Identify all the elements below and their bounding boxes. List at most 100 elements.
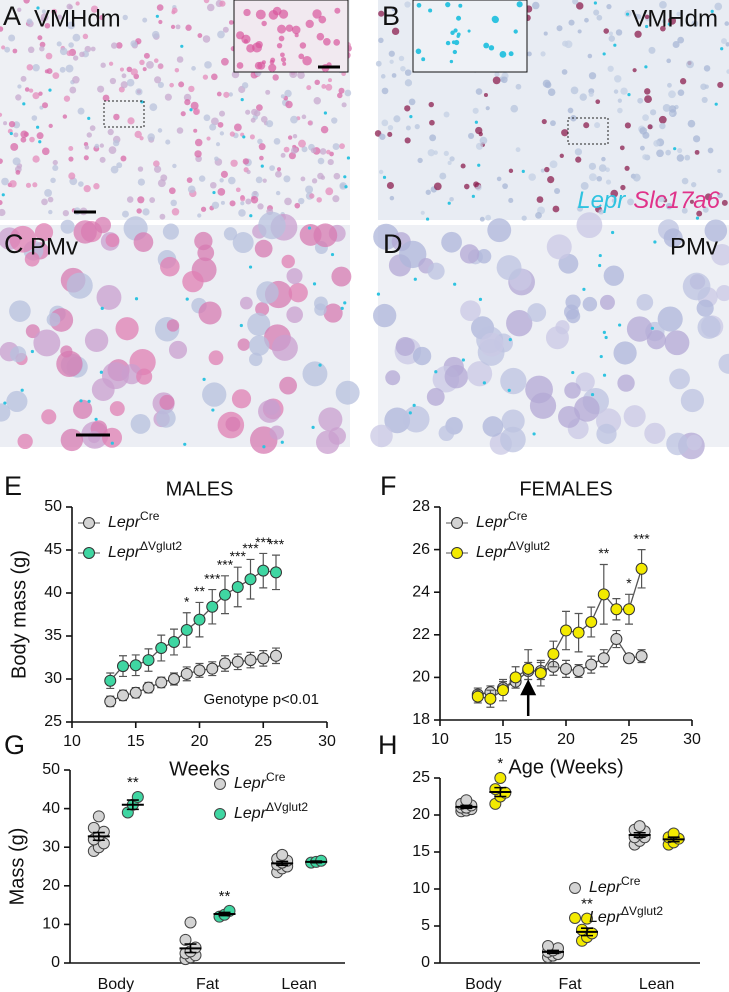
cell <box>472 107 479 114</box>
cell <box>615 29 623 36</box>
signal-dot <box>344 185 348 189</box>
cell <box>681 177 689 185</box>
cell <box>249 134 255 140</box>
cell <box>606 3 612 10</box>
cell <box>662 104 671 112</box>
cell <box>644 422 666 444</box>
data-point <box>193 664 206 677</box>
cell <box>157 81 164 89</box>
sem-bar <box>276 860 289 867</box>
y-tick-label: 20 <box>412 669 430 686</box>
cell <box>39 41 46 48</box>
cell <box>280 52 285 58</box>
cell <box>603 28 610 34</box>
cell <box>385 370 401 386</box>
signal-dot <box>202 377 206 381</box>
cell <box>146 60 154 69</box>
significance: *** <box>242 540 259 556</box>
y-axis-label: Body mass (g) <box>8 550 30 679</box>
x-tick-label: Lean <box>281 976 317 992</box>
cell <box>500 367 527 395</box>
cell <box>479 216 485 222</box>
cell <box>116 162 123 169</box>
signal-dot <box>323 111 327 115</box>
cell <box>574 148 582 156</box>
y-tick-label: 10 <box>42 916 60 933</box>
cell <box>701 96 708 103</box>
cell <box>404 137 411 144</box>
cell <box>48 209 53 215</box>
signal-dot <box>87 116 91 120</box>
cell <box>564 382 581 399</box>
data-point <box>117 660 129 673</box>
signal-dot <box>36 6 40 10</box>
signal-dot <box>618 323 622 327</box>
cell <box>223 91 230 98</box>
cell <box>254 61 263 70</box>
cell <box>561 129 569 137</box>
legend-label: LeprCre <box>589 874 641 896</box>
cell <box>704 219 728 243</box>
sem-bar <box>218 911 231 917</box>
signal-dot <box>340 306 344 310</box>
cell <box>47 196 54 203</box>
cell <box>142 17 148 23</box>
cell <box>78 181 84 187</box>
cell <box>620 87 628 95</box>
cell <box>17 84 22 89</box>
cell <box>23 0 30 4</box>
cell <box>262 178 267 183</box>
cell <box>636 293 654 311</box>
cell <box>697 315 721 339</box>
x-tick-label: 30 <box>683 731 701 748</box>
cell <box>595 99 601 105</box>
cell <box>139 59 145 66</box>
cell <box>231 70 240 79</box>
cell <box>9 180 17 188</box>
signal-dot <box>627 93 631 97</box>
cell <box>157 63 164 70</box>
cell <box>547 176 555 184</box>
chart-title: MALES <box>166 478 234 500</box>
cell <box>97 85 105 93</box>
significance: *** <box>268 536 285 552</box>
cell <box>9 225 37 253</box>
arrow <box>520 679 537 716</box>
cell <box>632 173 641 182</box>
data-point <box>155 642 168 655</box>
signal-dot <box>602 52 606 56</box>
cell <box>239 296 253 310</box>
cell <box>133 232 154 252</box>
cell <box>427 262 445 280</box>
cell <box>644 14 650 20</box>
cell <box>120 81 128 89</box>
data-point <box>155 676 168 689</box>
cell <box>335 380 360 405</box>
cell <box>515 147 521 153</box>
cell <box>13 132 19 138</box>
cell <box>527 303 547 322</box>
cell <box>227 176 236 185</box>
cell <box>717 81 724 89</box>
cell <box>17 7 22 12</box>
cell <box>576 212 603 239</box>
signal-dot <box>571 370 575 375</box>
cell <box>313 96 321 105</box>
cell <box>301 114 307 120</box>
cell <box>32 92 40 100</box>
cell <box>276 42 283 49</box>
y-tick-label: 20 <box>412 806 430 823</box>
cell <box>211 117 219 126</box>
roi-box <box>567 117 609 145</box>
cell <box>598 164 607 172</box>
cell <box>217 30 225 39</box>
cell <box>666 58 672 64</box>
cell <box>168 187 176 195</box>
cell <box>245 109 251 115</box>
cell <box>580 182 589 190</box>
cell <box>627 198 634 206</box>
cell <box>596 423 617 445</box>
cell <box>302 361 328 387</box>
signal-dot <box>416 2 422 8</box>
signal-dot <box>456 32 461 37</box>
